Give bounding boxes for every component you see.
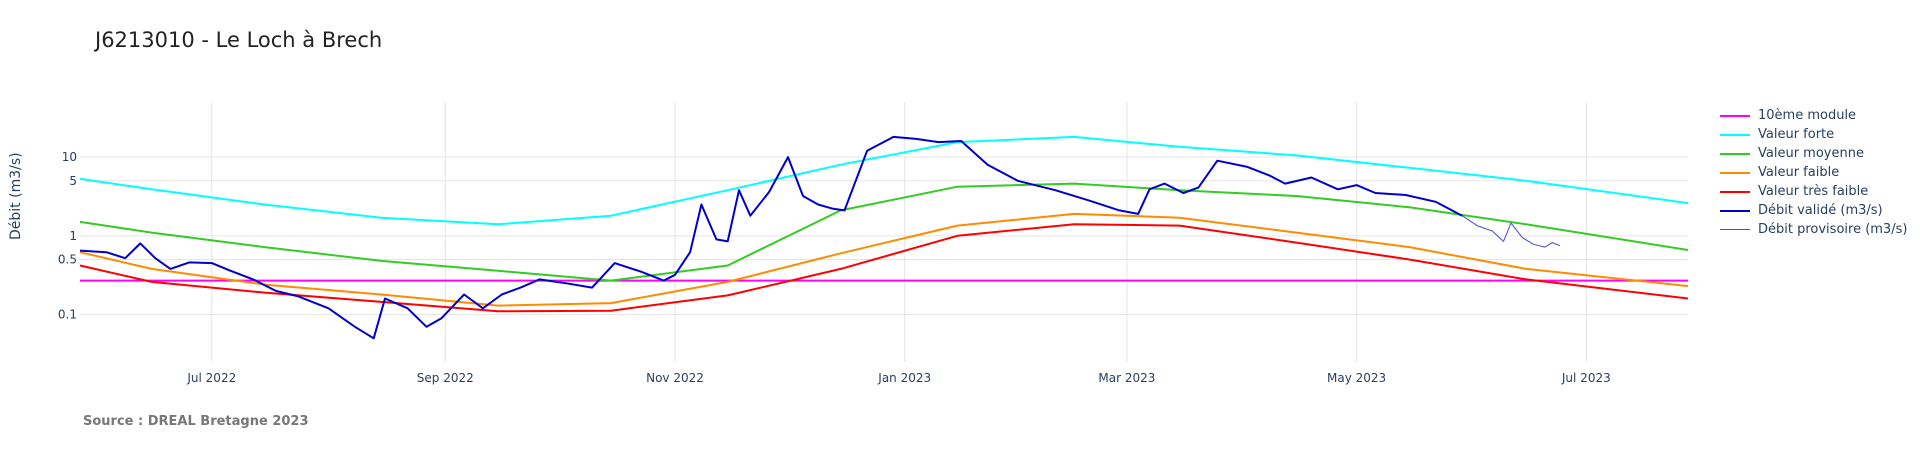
x-tick-label: Mar 2023 — [1098, 371, 1155, 385]
legend-swatch — [1720, 229, 1750, 230]
y-tick-label: 0.5 — [58, 253, 77, 267]
series-line-3 — [79, 212, 1689, 307]
y-tick-label: 5 — [69, 174, 77, 188]
x-tick-label: Nov 2022 — [646, 371, 704, 385]
chart-legend[interactable]: 10ème module Valeur forte Valeur moyenne Va… — [1720, 106, 1907, 239]
legend-label: Valeur forte — [1758, 127, 1835, 142]
legend-item-3[interactable]: Valeur faible — [1720, 163, 1907, 182]
legend-item-4[interactable]: Valeur très faible — [1720, 182, 1907, 201]
series-line-1 — [79, 135, 1689, 226]
legend-item-1[interactable]: Valeur forte — [1720, 125, 1907, 144]
x-tick-label: May 2023 — [1327, 371, 1386, 385]
x-tick-label: Jan 2023 — [877, 371, 931, 385]
x-tick-label: Sep 2022 — [417, 371, 474, 385]
legend-label: Valeur moyenne — [1758, 146, 1864, 161]
legend-swatch — [1720, 114, 1750, 117]
y-tick-label: 10 — [62, 150, 77, 164]
legend-label: Valeur très faible — [1758, 184, 1869, 199]
legend-item-6[interactable]: Débit provisoire (m3/s) — [1720, 220, 1907, 239]
legend-swatch — [1720, 190, 1750, 193]
y-tick-label: 0.1 — [58, 308, 77, 322]
legend-label: Valeur faible — [1758, 165, 1840, 180]
y-tick-label: 1 — [69, 229, 77, 243]
legend-swatch — [1720, 209, 1750, 212]
series-line-4 — [79, 223, 1689, 313]
legend-item-0[interactable]: 10ème module — [1720, 106, 1907, 125]
legend-label: 10ème module — [1758, 108, 1857, 123]
legend-item-2[interactable]: Valeur moyenne — [1720, 144, 1907, 163]
x-tick-label: Jul 2023 — [1561, 371, 1611, 385]
legend-label: Débit validé (m3/s) — [1758, 203, 1883, 218]
legend-swatch — [1720, 152, 1750, 155]
legend-item-5[interactable]: Débit validé (m3/s) — [1720, 201, 1907, 220]
x-tick-label: Jul 2022 — [186, 371, 236, 385]
series-line-5 — [79, 135, 1463, 340]
source-note: Source : DREAL Bretagne 2023 — [83, 414, 309, 429]
legend-swatch — [1720, 133, 1750, 136]
chart-title: J6213010 - Le Loch à Brech — [95, 28, 383, 52]
legend-label: Débit provisoire (m3/s) — [1758, 222, 1908, 237]
series-line-6 — [1461, 215, 1561, 248]
legend-swatch — [1720, 171, 1750, 174]
